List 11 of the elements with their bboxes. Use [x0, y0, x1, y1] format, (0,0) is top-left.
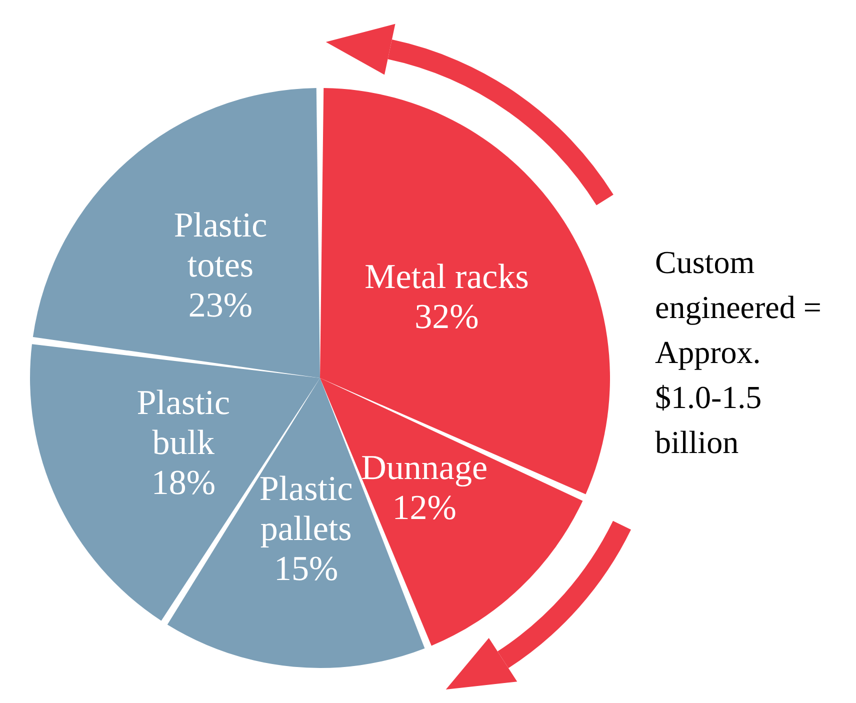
- data-label: 12%: [392, 488, 456, 527]
- slice-label: Plastic totes: [174, 206, 268, 285]
- slice-label: Dunnage: [361, 448, 488, 487]
- text: Custom engineered = Approx. $1.0-1.5 billion: [655, 244, 822, 460]
- data-label: 18%: [151, 462, 216, 502]
- data-label: 23%: [188, 286, 253, 325]
- slice-label: Metal racks: [364, 257, 529, 296]
- data-label: 32%: [414, 297, 479, 336]
- slice-label: Plastic bulk: [136, 382, 230, 462]
- data-label: 15%: [274, 549, 338, 588]
- slice-label: Plastic pallets: [259, 469, 353, 548]
